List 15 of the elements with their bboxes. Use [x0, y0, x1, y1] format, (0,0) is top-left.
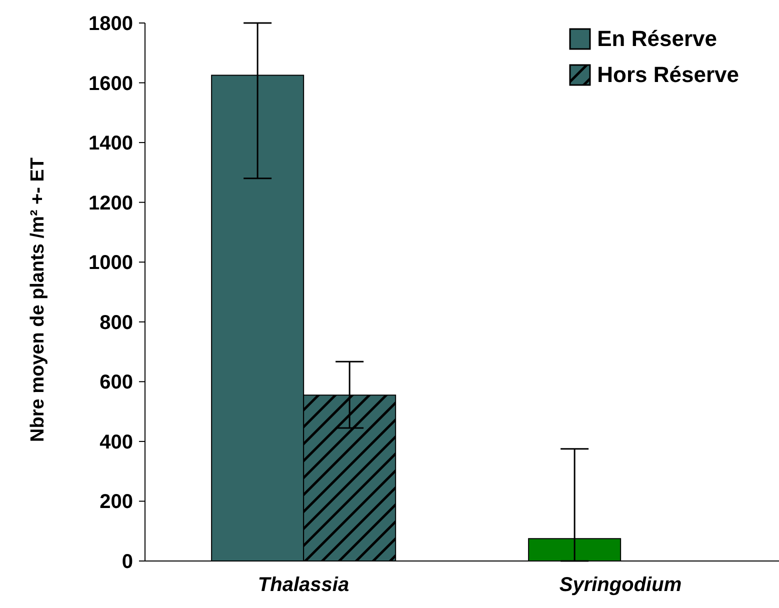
y-tick-label: 200: [100, 491, 133, 514]
y-tick-label: 1800: [88, 13, 133, 35]
y-axis-title: Nbre moyen de plants /m² +- ET: [28, 157, 49, 442]
y-tick-label: 1600: [88, 72, 133, 95]
y-tick-label: 600: [100, 372, 133, 394]
y-tick-label: 0: [122, 551, 133, 573]
x-tick-label: Syringodium: [559, 574, 682, 596]
x-tick-label: Thalassia: [258, 574, 350, 596]
y-tick-label: 1400: [88, 132, 133, 155]
legend-label: Hors Réserve: [597, 62, 739, 88]
y-tick-label: 400: [100, 431, 133, 454]
y-tick-label: 1000: [88, 252, 133, 274]
legend-label: En Réserve: [597, 26, 717, 52]
y-tick-label: 1200: [88, 192, 133, 214]
y-tick-label: 800: [100, 312, 133, 334]
